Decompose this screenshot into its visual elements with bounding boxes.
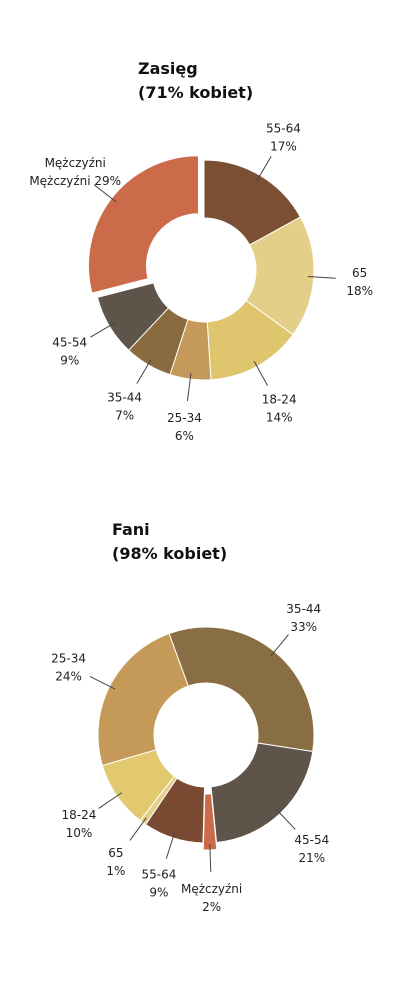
- slice-value: 6%: [175, 429, 194, 443]
- slice-label: 25-34 24%: [51, 652, 86, 684]
- slice-value: 21%: [298, 851, 325, 865]
- donut-slice: [96, 282, 170, 351]
- chart-subtitle: (98% kobiet): [112, 544, 227, 563]
- donut-slice: [245, 216, 315, 336]
- slice-label: 18-24 14%: [262, 393, 297, 425]
- slice-category: Mężczyźni: [181, 882, 242, 896]
- slice-category: 55-64: [141, 868, 176, 882]
- slice-value: 18%: [346, 284, 373, 298]
- slice-value: 1%: [106, 864, 125, 878]
- donut-slice: [97, 632, 189, 767]
- slice-value: 2%: [202, 900, 221, 914]
- donut-chart: Zasięg(71% kobiet)55-64 17%65 18%18-24 14%2…: [29, 59, 373, 443]
- slice-category: 18-24: [61, 808, 96, 822]
- slice-label: 35-44 33%: [286, 602, 321, 634]
- leader-line: [89, 675, 116, 690]
- slice-category: 45-54: [52, 335, 87, 349]
- slice-value: 24%: [55, 670, 82, 684]
- slice-label: 18-24 10%: [61, 808, 96, 840]
- slice-value: 14%: [266, 411, 293, 425]
- leader-line: [307, 276, 336, 279]
- donut-slice: [168, 626, 315, 753]
- slice-category: 18-24: [262, 393, 297, 407]
- leader-line: [256, 156, 272, 181]
- slice-category: 35-44: [107, 390, 142, 404]
- slice-label: 45-54 21%: [294, 833, 329, 865]
- donut-slice: [210, 742, 314, 844]
- leader-line: [93, 184, 117, 203]
- slice-category: 55-64: [266, 122, 301, 136]
- slice-label: 65 1%: [106, 846, 125, 878]
- leader-line: [90, 322, 115, 338]
- slice-label: 55-64 9%: [141, 868, 176, 900]
- slice-label: Mężczyźni 2%: [181, 882, 242, 914]
- leader-line: [129, 817, 147, 841]
- slice-category: 65: [352, 266, 367, 280]
- slice-label: 65 18%: [346, 266, 373, 298]
- leader-line: [275, 808, 296, 830]
- slice-value: 9%: [149, 886, 168, 900]
- slice-category: 65: [108, 846, 123, 860]
- slice-category: 35-44: [286, 602, 321, 616]
- donut-slice: [87, 155, 199, 294]
- donut-chart: Fani (98% kobiet) 35-44 33% 45-54 21% Mężczyźn…: [51, 520, 329, 914]
- leader-line: [270, 634, 289, 657]
- slice-label: 25-34 6%: [167, 411, 202, 443]
- slice-value: 33%: [290, 620, 317, 634]
- slice-label: Mężczyźni Mężczyźni 29%: [29, 156, 121, 188]
- slice-category: 45-54: [294, 833, 329, 847]
- slice-value: 7%: [115, 408, 134, 422]
- slice-category: Mężczyźni: [45, 156, 106, 170]
- leader-line: [253, 360, 269, 386]
- leader-line: [98, 792, 123, 809]
- leader-line: [186, 373, 192, 402]
- slice-label: 35-44 7%: [107, 390, 142, 422]
- leader-line: [165, 831, 176, 859]
- slice-label: 45-54 9%: [52, 335, 87, 367]
- slice-category: 25-34: [167, 411, 202, 425]
- chart-subtitle: (71% kobiet): [138, 83, 253, 102]
- slice-value: Mężczyźni 29%: [29, 174, 121, 188]
- slice-value: 9%: [60, 353, 79, 367]
- chart-title: Fani: [112, 520, 150, 539]
- slice-value: 17%: [270, 140, 297, 154]
- leader-line: [209, 843, 212, 872]
- slice-category: 25-34: [51, 652, 86, 666]
- slice-value: 10%: [66, 826, 93, 840]
- slice-label: 55-64 17%: [266, 122, 301, 154]
- chart-title: Zasięg: [138, 59, 198, 78]
- leader-line: [136, 359, 152, 384]
